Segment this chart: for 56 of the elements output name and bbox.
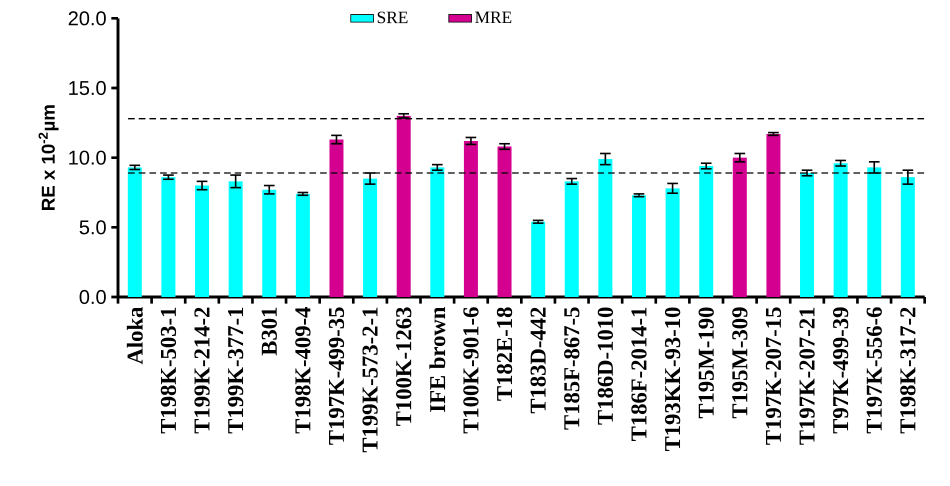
- x-tick-label: T197K-556-6: [866, 307, 882, 434]
- bar: [228, 181, 243, 298]
- x-tick-label: T183D-442: [530, 308, 546, 414]
- bar: [598, 159, 612, 298]
- x-tick-label: T199K-377-1: [228, 308, 244, 434]
- bar: [396, 116, 411, 298]
- y-tick-label: 20.0: [68, 11, 106, 26]
- x-tick-label: Aloka: [126, 306, 143, 364]
- y-tick-label: 15.0: [69, 80, 106, 96]
- x-tick-label: T195M-190: [698, 307, 714, 418]
- y-tick-label: 5.0: [80, 220, 106, 234]
- bar: [195, 186, 210, 298]
- x-tick-label: T182E-18: [496, 307, 512, 401]
- bar: [800, 172, 814, 298]
- bar: [834, 163, 848, 298]
- x-tick-label: T198K-317-2: [900, 308, 916, 434]
- x-tick-label: T195M-309: [732, 307, 748, 418]
- x-tick-label: T100K-1263: [396, 307, 412, 426]
- x-tick-label: T198K-503-1: [160, 308, 176, 434]
- x-tick-label: T97K-499-39: [833, 307, 848, 434]
- y-tick-label: 10.0: [69, 150, 106, 165]
- bar: [632, 195, 646, 298]
- bar: [900, 177, 915, 298]
- bar: [666, 188, 680, 298]
- legend-label: MRE: [475, 12, 512, 24]
- x-tick-label: T197K-499-35: [328, 307, 344, 445]
- bar: [161, 177, 176, 298]
- y-axis-title: RE x 10$^{-2}$µm: [38, 105, 59, 210]
- bar: [867, 167, 882, 298]
- legend-label: SRE: [378, 12, 408, 24]
- bar: [732, 158, 747, 298]
- x-tick-label: T186D-1010: [598, 307, 614, 425]
- x-tick-label: T193KK-93-10: [664, 307, 680, 452]
- x-tick-label: T185F-867-5: [564, 307, 580, 430]
- x-tick-label: T199K-214-2: [194, 308, 210, 434]
- x-tick-label: T198K-409-4: [295, 307, 311, 434]
- x-tick-label: T197K-207-21: [799, 308, 815, 445]
- bar: [498, 146, 512, 298]
- bar: [464, 140, 478, 298]
- bar: [262, 190, 276, 298]
- bar: [363, 178, 378, 298]
- y-tick-label: 0.0: [80, 290, 106, 304]
- bar: [329, 140, 344, 298]
- x-tick-label: T186F-2014-1: [631, 308, 647, 441]
- x-tick-label: IFE brown: [429, 306, 446, 412]
- x-tick-label: T199K-573-2-1: [362, 308, 378, 452]
- bar: [766, 134, 780, 298]
- bar: [430, 167, 444, 298]
- bar: [531, 222, 546, 298]
- x-tick-label: T197K-207-15: [766, 307, 782, 445]
- bar: [564, 181, 579, 298]
- bar: [296, 194, 310, 298]
- bar: [128, 167, 142, 298]
- x-tick-label: B301: [262, 308, 277, 356]
- bar: [699, 166, 714, 298]
- x-tick-label: T100K-901-6: [463, 307, 479, 434]
